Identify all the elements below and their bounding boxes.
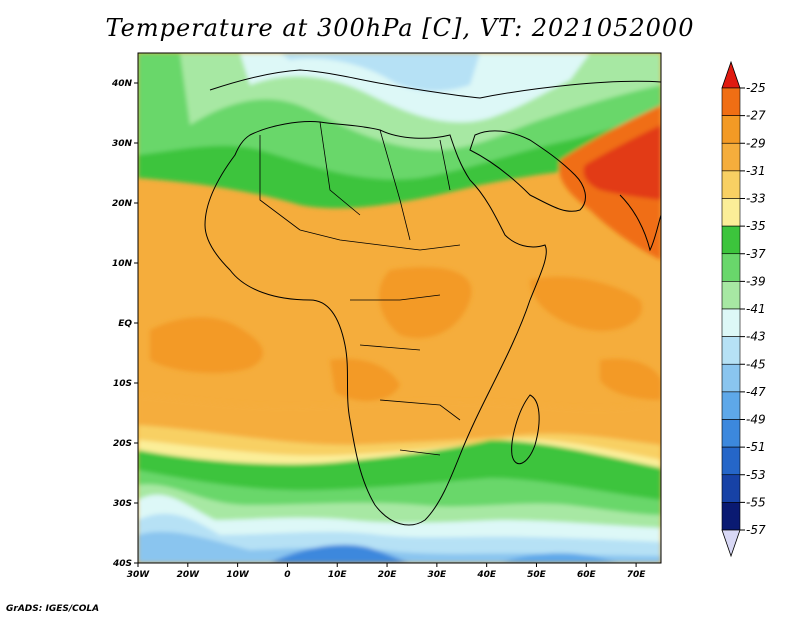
lon-tick-label: 70E (627, 570, 647, 580)
lat-tick-label: EQ (118, 319, 132, 329)
lon-tick-label: 30E (428, 570, 448, 580)
lat-tick-label: 30N (112, 139, 133, 149)
colorbar-swatch (721, 115, 741, 144)
europe-coastline (209, 69, 661, 99)
africa-coastline (204, 121, 547, 526)
lon-tick-label: 10E (328, 570, 348, 580)
colorbar-label: -49 (746, 413, 766, 427)
temperature-field (138, 53, 661, 563)
lat-tick-label: 20N (112, 199, 133, 209)
colorbar: -25 -27 -29 -31 -33 -35 -37 -39 -41 -43 -45 -47 -49 -… (721, 60, 766, 558)
colorbar-swatch (721, 391, 741, 420)
colorbar-swatch (721, 253, 741, 282)
lon-tick-label: 30W (127, 570, 151, 580)
colorbar-swatch (721, 502, 741, 531)
lat-tick-label: 20S (113, 439, 132, 449)
colorbar-label: -27 (746, 109, 766, 123)
lon-tick-label: 60E (577, 570, 597, 580)
lat-tick-label: 10N (112, 259, 133, 269)
madagascar-coastline (511, 394, 540, 465)
colorbar-label: -57 (746, 523, 766, 537)
field-band-north-lightblue (280, 53, 480, 92)
colorbar-swatch (721, 198, 741, 227)
map-frame (137, 52, 662, 564)
field-band-south-deeperblue (270, 544, 410, 563)
colorbar-label: -33 (746, 192, 766, 206)
colorbar-swatch (721, 142, 741, 172)
map-title: Temperature at 300hPa [C], VT: 202105200… (105, 14, 695, 42)
colorbar-label: -31 (746, 164, 766, 178)
lon-tick-label: 50E (527, 570, 547, 580)
lon-tick-label: 20W (177, 570, 201, 580)
india-coastline (619, 194, 661, 252)
colorbar-top-arrow (721, 60, 741, 89)
colorbar-swatch (721, 87, 741, 116)
colorbar-swatch (721, 336, 741, 365)
colorbar-label: -55 (746, 495, 766, 509)
colorbar-swatch (721, 170, 741, 199)
borders (259, 121, 461, 456)
colorbar-bottom-arrow (721, 529, 741, 558)
coastlines (204, 69, 661, 526)
lon-tick-label: 0 (284, 570, 290, 580)
arabia-coastline (469, 130, 586, 212)
colorbar-label: -51 (746, 440, 766, 454)
lat-tick-label: 30S (113, 499, 132, 509)
lon-tick-label: 20E (378, 570, 398, 580)
lat-tick-label: 10S (113, 379, 132, 389)
grads-credit: GrADS: IGES/COLA (6, 604, 100, 614)
colorbar-label: -41 (746, 302, 766, 316)
colorbar-label: -53 (746, 468, 766, 482)
colorbar-swatch (721, 308, 741, 337)
colorbar-label: -37 (746, 247, 766, 261)
colorbar-swatch (721, 281, 741, 310)
colorbar-swatch (721, 363, 741, 393)
colorbar-label: -45 (746, 357, 766, 371)
lat-tick-label: 40N (111, 79, 133, 89)
colorbar-swatch (721, 225, 741, 255)
field-patch-darkorange (379, 267, 472, 339)
lon-tick-label: 40E (476, 570, 497, 580)
field-band-south-blue (138, 531, 661, 563)
colorbar-label: -43 (746, 330, 766, 344)
colorbar-label: -29 (746, 136, 766, 150)
field-hotspot-red (583, 125, 661, 200)
colorbar-label: -25 (746, 81, 766, 95)
latitude-axis: 40N 30N 20N 10N EQ 10S 20S 30S 40S (111, 79, 138, 569)
colorbar-label: -39 (746, 274, 766, 288)
colorbar-label: -47 (746, 385, 766, 399)
colorbar-swatch (721, 474, 741, 503)
colorbar-swatch (721, 419, 741, 448)
field-patch-darkorange (530, 276, 642, 331)
lat-tick-label: 40S (112, 559, 132, 569)
field-patch-darkorange (600, 358, 661, 400)
field-patch-darkorange (150, 317, 264, 374)
lon-tick-label: 10W (226, 570, 250, 580)
longitude-axis: 30W 20W 10W 0 10E 20E 30E 40E 50E 60E 70E (127, 563, 647, 580)
field-band-south-deeperblue (500, 553, 620, 563)
colorbar-swatch (721, 446, 741, 476)
colorbar-label: -35 (746, 219, 766, 233)
